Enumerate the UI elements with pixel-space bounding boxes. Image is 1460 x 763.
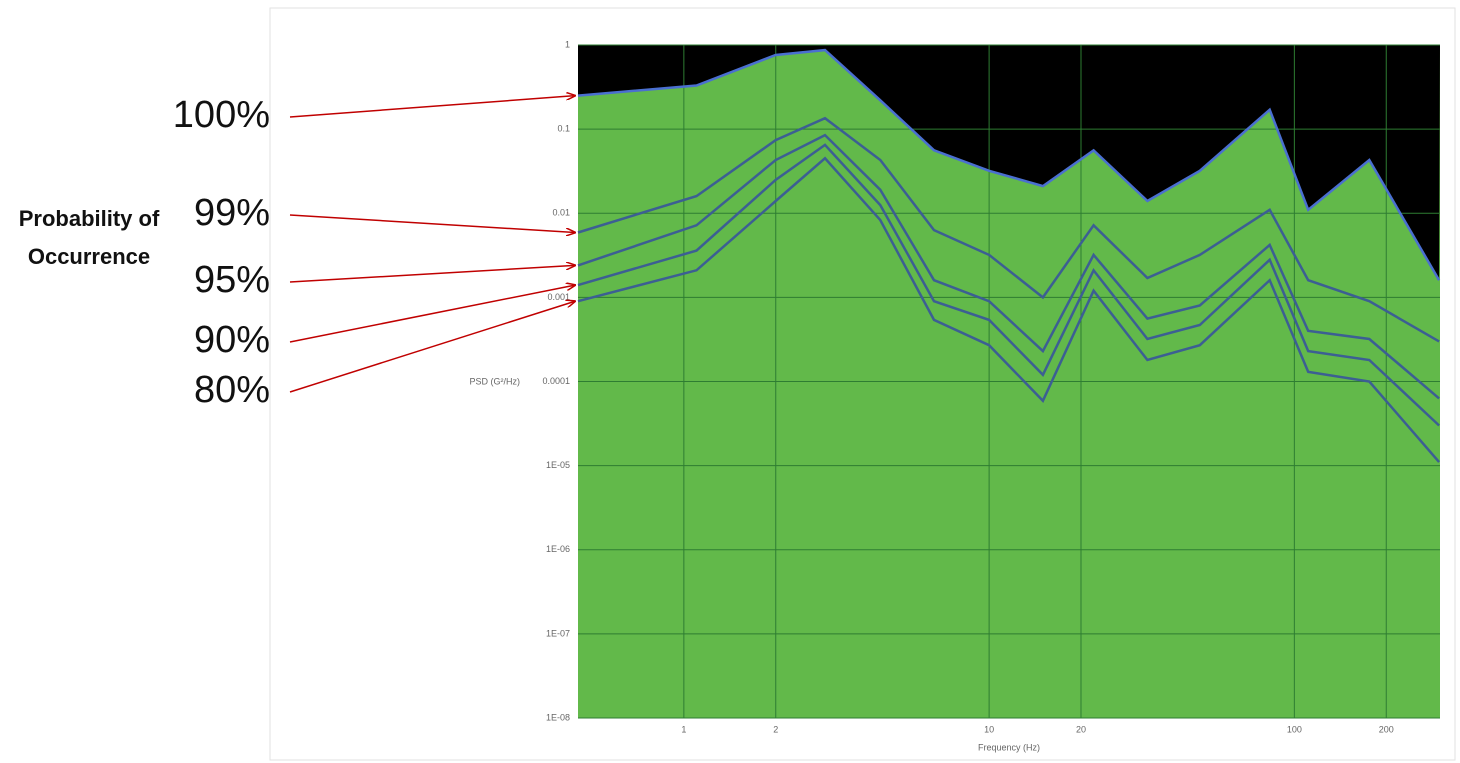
y-tick-label: 1	[565, 39, 570, 49]
legend-label: 100%	[173, 94, 270, 136]
y-tick-label: 1E-07	[546, 628, 570, 638]
legend-label: 80%	[194, 369, 270, 411]
x-tick-label: 200	[1379, 724, 1394, 734]
x-tick-label: 2	[773, 724, 778, 734]
legend-label: 95%	[194, 259, 270, 301]
y-tick-label: 0.01	[552, 208, 570, 218]
annotation: Probability of Occurrence	[10, 200, 168, 276]
y-tick-label: 1E-06	[546, 544, 570, 554]
legend-label: 90%	[194, 319, 270, 361]
y-tick-label: 0.001	[547, 292, 570, 302]
y-tick-label: 0.0001	[542, 376, 570, 386]
x-tick-label: 20	[1076, 724, 1086, 734]
y-axis-label: PSD (G²/Hz)	[470, 376, 521, 386]
y-tick-label: 1E-05	[546, 460, 570, 470]
chart: Frequency (Hz) PSD (G²/Hz) 1 0.1 0.01 0.001…	[0, 0, 1460, 763]
y-tick-label: 0.1	[557, 124, 570, 134]
x-tick-label: 10	[984, 724, 994, 734]
x-tick-label: 1	[681, 724, 686, 734]
x-tick-label: 100	[1287, 724, 1302, 734]
page: {"chart_data": { "type": "line", "annota…	[0, 0, 1460, 763]
legend-label: 99%	[194, 192, 270, 234]
x-axis-label: Frequency (Hz)	[978, 742, 1040, 752]
y-tick-label: 1E-08	[546, 712, 570, 722]
